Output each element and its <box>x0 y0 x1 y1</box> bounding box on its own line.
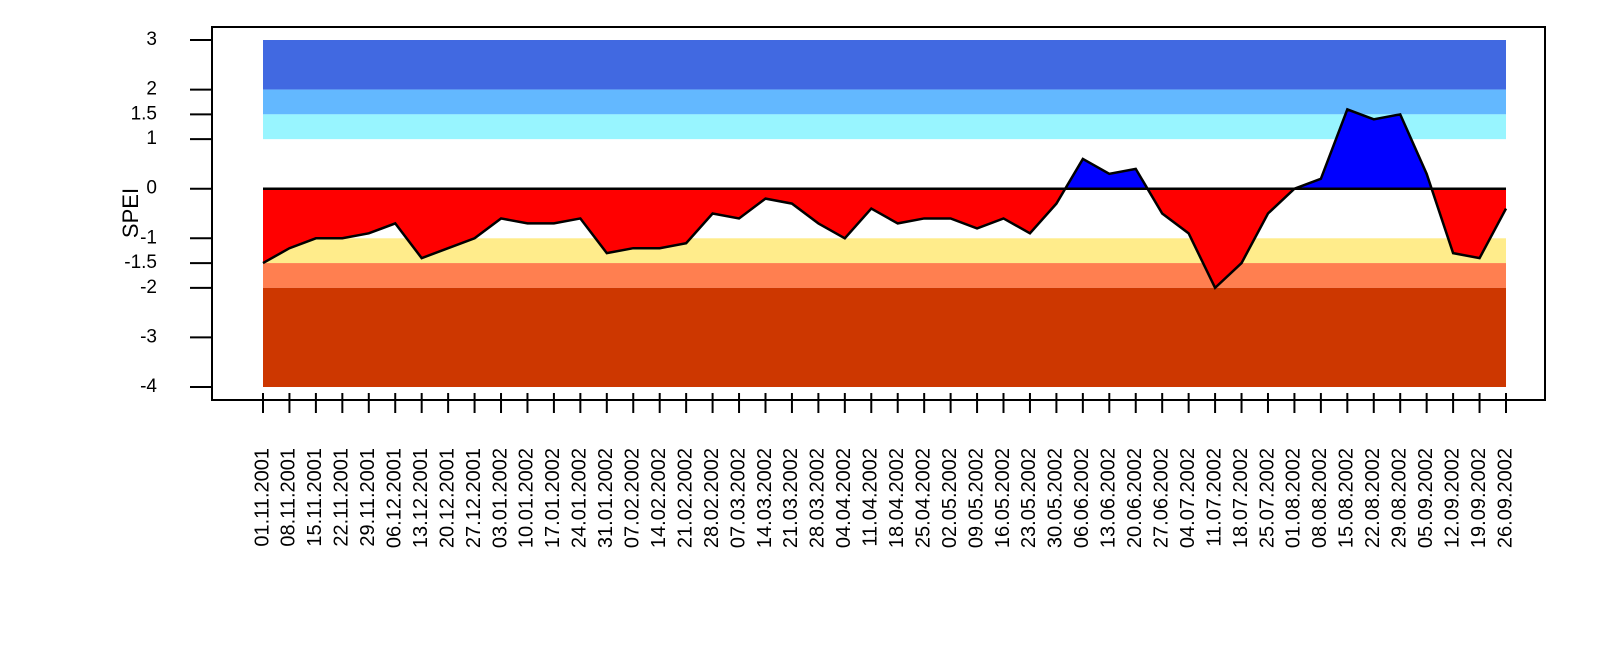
x-tick-label: 15.11.2001 <box>304 448 326 547</box>
x-tick-label: 03.01.2002 <box>489 448 511 548</box>
y-tick-label: -1.5 <box>124 252 157 273</box>
x-tick-label: 01.11.2001 <box>251 448 273 547</box>
x-tick-label: 04.04.2002 <box>833 448 855 548</box>
x-tick-label: 06.06.2002 <box>1071 448 1093 548</box>
plot: 321.510-1-1.5-2-3-401.11.2001 08.11.2001 1… <box>124 26 1546 548</box>
x-tick-label: 07.03.2002 <box>727 448 749 548</box>
x-tick-label: 06.12.2001 <box>384 448 406 548</box>
y-tick-label: -2 <box>140 277 157 298</box>
x-tick-label: 30.05.2002 <box>1045 448 1067 548</box>
x-tick-label: 20.12.2001 <box>436 448 458 548</box>
x-tick-label: 16.05.2002 <box>992 448 1014 548</box>
x-tick-label: 27.06.2002 <box>1150 448 1172 548</box>
band <box>263 238 1506 264</box>
band <box>263 40 1506 90</box>
x-tick-label: 18.07.2002 <box>1230 448 1252 548</box>
x-tick-label: 18.04.2002 <box>886 448 908 548</box>
y-tick-label: 2 <box>146 79 157 100</box>
x-tick-label: 11.07.2002 <box>1203 448 1225 547</box>
x-tick-label: 14.02.2002 <box>648 448 670 548</box>
x-tick-label: 15.08.2002 <box>1336 448 1358 548</box>
negative-area <box>263 188 1506 288</box>
x-tick-label: 12.09.2002 <box>1441 448 1463 548</box>
x-tick-label: 21.02.2002 <box>674 448 696 548</box>
x-tick-label: 29.08.2002 <box>1388 448 1410 548</box>
x-tick-label: 11.04.2002 <box>860 448 882 547</box>
x-tick-label: 14.03.2002 <box>754 448 776 548</box>
x-tick-label: 05.09.2002 <box>1415 448 1437 548</box>
y-tick-label: -4 <box>140 376 157 397</box>
x-tick-label: 28.03.2002 <box>807 448 829 548</box>
x-tick-label: 07.02.2002 <box>622 448 644 548</box>
x-tick-label: 27.12.2001 <box>463 448 485 548</box>
band <box>263 287 1506 387</box>
x-tick-label: 13.06.2002 <box>1098 448 1120 548</box>
x-tick-label: 08.08.2002 <box>1309 448 1331 548</box>
x-tick-label: 08.11.2001 <box>278 448 300 547</box>
spei-line <box>262 107 1508 290</box>
x-tick-label: 09.05.2002 <box>965 448 987 548</box>
band <box>263 114 1506 140</box>
y-axis-label: SPEI <box>118 188 143 238</box>
x-tick-label: 26.09.2002 <box>1494 448 1516 548</box>
y-tick-label: 3 <box>146 29 157 50</box>
y-tick-label: -1 <box>140 227 157 248</box>
y-tick-label: -3 <box>140 326 157 347</box>
x-tick-label: 10.01.2002 <box>516 448 538 548</box>
x-tick-label: 13.12.2001 <box>410 448 432 548</box>
positive-area <box>263 109 1506 189</box>
x-tick-label: 21.03.2002 <box>780 448 802 548</box>
x-tick-label: 02.05.2002 <box>939 448 961 548</box>
band <box>263 263 1506 288</box>
x-tick-label: 25.04.2002 <box>912 448 934 548</box>
x-tick-label: 01.08.2002 <box>1283 448 1305 548</box>
x-tick-label: 22.08.2002 <box>1362 448 1384 548</box>
band <box>263 89 1506 115</box>
x-tick-label: 23.05.2002 <box>1018 448 1040 548</box>
x-tick-label: 19.09.2002 <box>1468 448 1490 548</box>
plot-frame <box>211 26 1546 401</box>
x-tick-label: 04.07.2002 <box>1177 448 1199 548</box>
x-tick-label: 20.06.2002 <box>1124 448 1146 548</box>
x-tick-label: 28.02.2002 <box>701 448 723 548</box>
y-tick-label: 0 <box>146 178 157 199</box>
y-tick-label: 1 <box>146 128 157 149</box>
x-tick-label: 22.11.2001 <box>331 448 353 547</box>
x-tick-label: 29.11.2001 <box>357 448 379 547</box>
x-tick-label: 31.01.2002 <box>595 448 617 548</box>
x-tick-label: 24.01.2002 <box>569 448 591 548</box>
x-tick-label: 17.01.2002 <box>542 448 564 548</box>
y-tick-label: 1.5 <box>131 103 157 124</box>
x-tick-label: 25.07.2002 <box>1256 448 1278 548</box>
